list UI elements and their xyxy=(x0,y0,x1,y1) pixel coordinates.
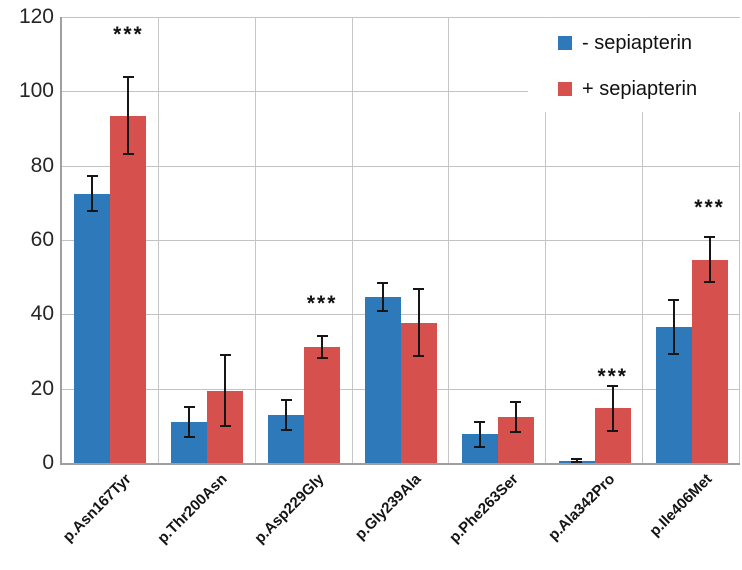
error-bar xyxy=(413,287,425,358)
error-bar xyxy=(571,457,583,463)
bar-plus-sepiapterin xyxy=(691,259,728,463)
error-bar-stem xyxy=(285,400,288,429)
error-bar xyxy=(704,236,716,284)
category-group xyxy=(449,17,546,463)
significance-stars: *** xyxy=(113,22,144,46)
legend-entry: - sepiapterin xyxy=(558,32,742,54)
error-bar xyxy=(510,400,522,433)
category-group xyxy=(256,17,353,463)
category-group xyxy=(62,17,159,463)
error-bar xyxy=(122,76,134,155)
category-group xyxy=(643,17,740,463)
y-tick-label: 0 xyxy=(42,451,54,474)
error-bar xyxy=(668,299,680,356)
error-bar-stem xyxy=(611,386,614,430)
error-bar xyxy=(219,353,231,428)
bar-minus-sepiapterin xyxy=(364,296,401,463)
legend-entry: + sepiapterin xyxy=(558,78,742,100)
error-bar-stem xyxy=(224,355,227,426)
bar-plus-sepiapterin xyxy=(110,115,147,463)
error-bar-stem xyxy=(417,289,420,356)
y-tick-label: 80 xyxy=(30,153,54,177)
error-bar xyxy=(377,281,389,313)
error-bar xyxy=(280,398,292,431)
y-tick-label: 20 xyxy=(30,376,54,400)
x-axis-label: p.Phe263Ser xyxy=(445,470,522,547)
error-bar xyxy=(86,174,98,213)
legend-label: - sepiapterin xyxy=(582,32,693,54)
error-bar xyxy=(316,335,328,359)
v-gridline xyxy=(157,17,159,463)
error-bar-stem xyxy=(381,283,384,311)
error-bar-stem xyxy=(672,301,675,354)
h-gridline xyxy=(62,314,740,316)
v-gridline xyxy=(448,17,450,463)
error-bar-stem xyxy=(514,402,517,431)
plot-area: *** *** *** *** xyxy=(60,17,740,465)
error-bar xyxy=(183,405,195,439)
x-axis-label: p.Ile406Met xyxy=(646,470,716,540)
x-axis-label: p.Thr200Asn xyxy=(154,470,231,547)
v-gridline xyxy=(351,17,353,463)
x-axis-label: p.Asn167Tyr xyxy=(59,470,135,546)
h-gridline xyxy=(62,240,740,241)
x-axis-label: p.Gly239Ala xyxy=(351,470,425,544)
v-gridline xyxy=(642,17,644,463)
bar-minus-sepiapterin xyxy=(74,193,111,463)
legend: - sepiapterin + sepiapterin xyxy=(528,18,742,112)
bar-plus-sepiapterin xyxy=(304,347,341,463)
x-axis-label: p.Ala342Pro xyxy=(545,470,619,544)
error-bar xyxy=(607,384,619,432)
legend-label: + sepiapterin xyxy=(582,78,698,100)
v-gridline xyxy=(545,17,547,463)
error-bar-stem xyxy=(478,423,481,446)
h-gridline xyxy=(62,91,740,93)
error-bar xyxy=(474,421,486,448)
category-group xyxy=(546,17,643,463)
error-bar-stem xyxy=(321,337,324,357)
h-gridline xyxy=(62,17,740,18)
category-group xyxy=(159,17,256,463)
significance-stars: *** xyxy=(694,195,725,219)
legend-swatch-minus-sepiapterin xyxy=(558,36,572,50)
y-tick-label: 60 xyxy=(30,228,54,251)
error-bar-stem xyxy=(91,176,94,211)
significance-stars: *** xyxy=(306,292,338,316)
v-gridline xyxy=(254,17,256,463)
error-bar-stem xyxy=(575,459,578,461)
error-bar-stem xyxy=(188,407,191,437)
y-axis: 0 20 40 60 80 100 120 xyxy=(0,0,56,570)
error-bar-stem xyxy=(127,78,130,153)
y-tick-label: 40 xyxy=(30,302,54,326)
y-tick-label: 100 xyxy=(18,79,54,103)
h-gridline xyxy=(62,165,740,167)
category-group xyxy=(353,17,450,463)
y-tick-label: 120 xyxy=(18,5,54,28)
error-bar-stem xyxy=(708,238,711,282)
x-axis-label: p.Asp229Gly xyxy=(251,470,328,547)
legend-swatch-plus-sepiapterin xyxy=(558,82,572,96)
v-gridline xyxy=(739,17,740,463)
significance-stars: *** xyxy=(597,364,628,388)
